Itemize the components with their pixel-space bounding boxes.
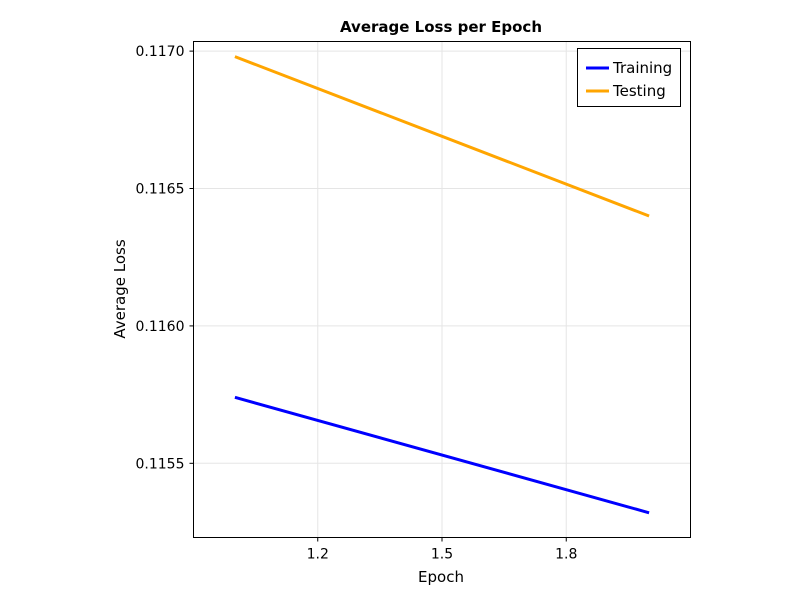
- y-axis-ticks: 0.1155 0.1160 0.1165 0.1170: [136, 44, 194, 472]
- series-line-training: [234, 395, 650, 515]
- legend-box: [577, 48, 681, 107]
- series-line-testing: [234, 55, 650, 218]
- y-tick-label: 0.1160: [136, 319, 185, 335]
- y-axis-label: Average Loss: [111, 239, 129, 338]
- series-lines: [234, 55, 650, 515]
- x-tick-label: 1.2: [307, 547, 329, 563]
- y-tick-label: 0.1155: [136, 456, 185, 472]
- y-tick-label: 0.1170: [136, 44, 185, 60]
- x-tick-label: 1.8: [555, 547, 577, 563]
- chart-title: Average Loss per Epoch: [340, 18, 542, 36]
- x-tick-label: 1.5: [431, 547, 453, 563]
- legend-label-testing: Testing: [612, 82, 666, 100]
- x-axis-label: Epoch: [418, 568, 464, 586]
- legend: Training Testing: [577, 48, 681, 107]
- y-tick-label: 0.1165: [136, 182, 185, 198]
- legend-label-training: Training: [612, 59, 672, 77]
- x-axis-ticks: 1.2 1.5 1.8: [307, 537, 577, 563]
